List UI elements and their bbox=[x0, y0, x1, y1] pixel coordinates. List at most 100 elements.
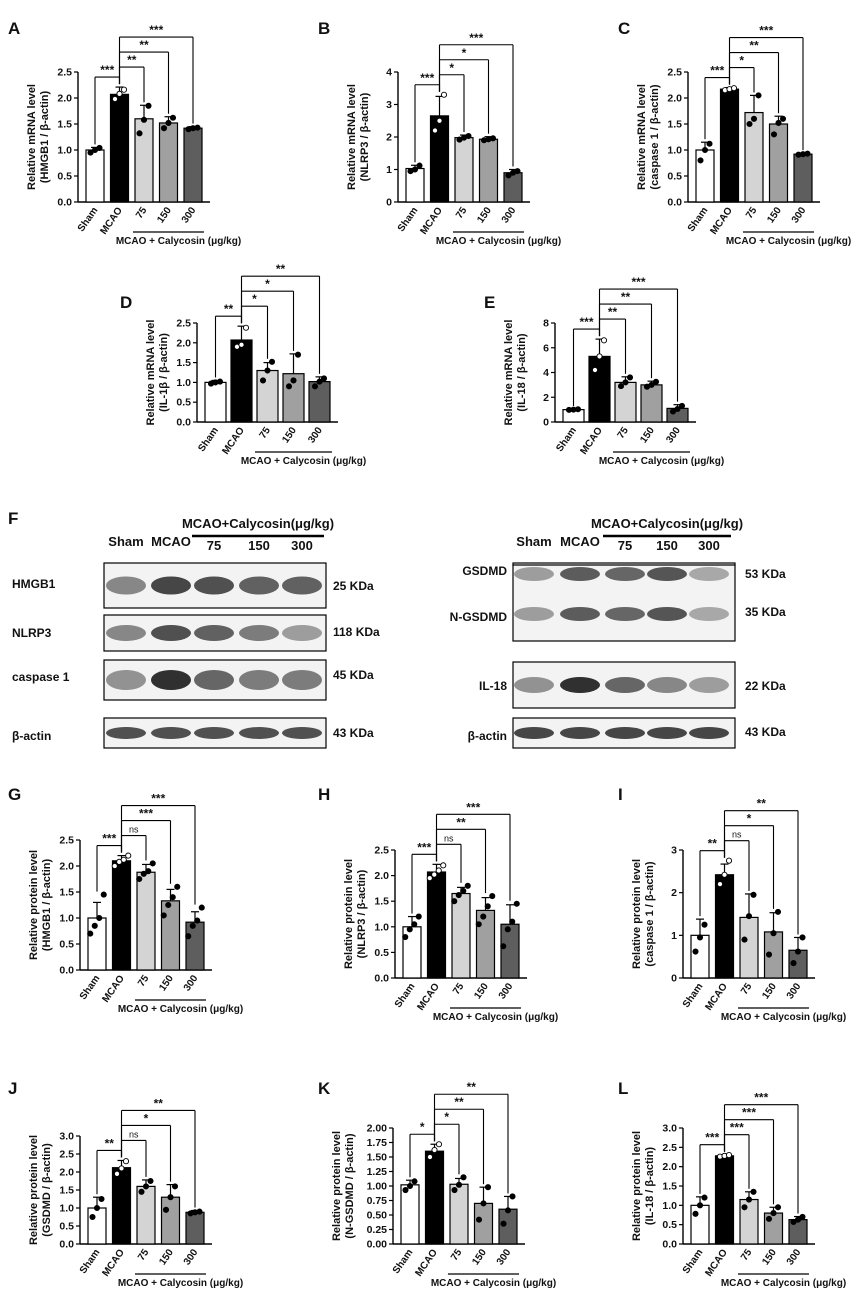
protein-band bbox=[689, 677, 729, 693]
bar-300 bbox=[183, 127, 203, 203]
data-point bbox=[489, 893, 496, 900]
category-label: Sham bbox=[76, 205, 101, 234]
protein-label: N-GSDMD bbox=[450, 610, 508, 624]
protein-band bbox=[151, 670, 191, 690]
y-tick-label: 3 bbox=[386, 99, 392, 111]
dose-header: 150 bbox=[656, 538, 678, 553]
data-point bbox=[436, 117, 443, 124]
significance-label: ns bbox=[444, 833, 454, 843]
group-label: MCAO + Calycosin (μg/kg) bbox=[431, 1278, 556, 1289]
bar-mcao bbox=[424, 1150, 445, 1245]
y-tick-label: 0.0 bbox=[374, 973, 389, 985]
data-point bbox=[136, 875, 143, 883]
data-point bbox=[171, 1183, 179, 1190]
data-point bbox=[484, 1184, 492, 1191]
kda-label: 43 KDa bbox=[745, 725, 786, 739]
data-point bbox=[98, 1195, 105, 1203]
treatment-header: MCAO+Calycosin(μg/kg) bbox=[182, 516, 334, 531]
data-point bbox=[755, 92, 762, 99]
category-label: 300 bbox=[790, 205, 809, 225]
lane-header: Sham bbox=[516, 534, 551, 549]
category-label: 75 bbox=[744, 205, 760, 221]
data-point bbox=[460, 1174, 467, 1181]
data-point bbox=[678, 402, 686, 409]
data-point bbox=[196, 1208, 203, 1215]
data-point bbox=[140, 870, 147, 877]
data-point bbox=[111, 862, 118, 870]
bar-75 bbox=[451, 892, 471, 979]
bar-sham bbox=[690, 934, 710, 979]
data-point bbox=[138, 1188, 145, 1195]
data-point bbox=[169, 114, 177, 121]
data-point bbox=[701, 921, 708, 928]
y-tick-label: 0 bbox=[543, 417, 549, 429]
blot-side-left: Sham MCAO MCAO+Calycosin(μg/kg) 75 150 300 HMG… bbox=[12, 516, 380, 749]
chart-panel-k: K 0.00 0.25 0.50 0.75 1.00 1.25 1.50 1.75 2.00 Rel… bbox=[318, 1079, 556, 1289]
category-label: MCAO bbox=[703, 981, 730, 1013]
data-point bbox=[480, 913, 487, 920]
data-point bbox=[189, 922, 196, 929]
category-label: 150 bbox=[760, 1247, 779, 1267]
category-label: 75 bbox=[136, 1247, 152, 1263]
protein-band bbox=[689, 607, 729, 621]
category-label: MCAO bbox=[415, 981, 442, 1013]
category-label: 150 bbox=[280, 425, 299, 445]
y-tick-label: 1.00 bbox=[367, 1181, 388, 1193]
data-point bbox=[451, 898, 458, 905]
category-label: 300 bbox=[664, 425, 683, 445]
category-label: 75 bbox=[451, 981, 467, 997]
data-point bbox=[505, 172, 512, 179]
bar-300 bbox=[308, 381, 331, 423]
data-point bbox=[480, 1200, 487, 1207]
y-tick-label: 1.0 bbox=[59, 913, 74, 925]
y-axis-label: (caspase 1 / β-actin) bbox=[649, 84, 661, 189]
data-point bbox=[770, 930, 777, 937]
category-label: Sham bbox=[554, 425, 579, 454]
category-label: MCAO bbox=[220, 425, 247, 457]
chart-panel-e: E 0 2 4 6 8 Relative mRNA level (IL-18 / β-acti… bbox=[484, 275, 724, 467]
y-tick-label: 2.0 bbox=[59, 1167, 74, 1179]
bar-75 bbox=[614, 381, 637, 423]
y-tick-label: 2.5 bbox=[59, 835, 74, 847]
category-label: 300 bbox=[182, 973, 201, 993]
y-axis-label: (N-GSDMD / β-actin) bbox=[344, 1133, 356, 1238]
protein-band bbox=[106, 670, 146, 690]
category-label: 300 bbox=[495, 1247, 514, 1267]
panel-letter: C bbox=[618, 19, 630, 38]
data-point bbox=[465, 132, 472, 140]
data-point bbox=[431, 127, 439, 134]
category-label: MCAO bbox=[98, 205, 125, 237]
protein-label: β-actin bbox=[12, 729, 51, 743]
category-label: 75 bbox=[616, 425, 632, 441]
bar-300 bbox=[793, 153, 813, 203]
y-axis-label: Relative protein level bbox=[631, 859, 643, 969]
y-axis-label: (HMGB1 / β-actin) bbox=[41, 859, 53, 952]
significance-label: *** bbox=[754, 1091, 768, 1105]
significance-label: *** bbox=[151, 792, 165, 806]
data-point bbox=[464, 882, 471, 889]
y-tick-label: 2.0 bbox=[374, 870, 389, 882]
y-tick-label: 4 bbox=[386, 67, 392, 79]
data-point bbox=[596, 353, 603, 360]
significance-label: ** bbox=[276, 262, 286, 276]
data-point bbox=[626, 374, 634, 381]
panel-letter: K bbox=[318, 1079, 331, 1098]
data-point bbox=[794, 1216, 802, 1223]
protein-band bbox=[514, 727, 554, 739]
group-label: MCAO + Calycosin (μg/kg) bbox=[436, 236, 561, 247]
protein-band bbox=[647, 607, 687, 621]
bar-sham bbox=[400, 1184, 420, 1245]
data-point bbox=[415, 913, 422, 920]
protein-band bbox=[239, 727, 279, 739]
data-point bbox=[741, 936, 748, 943]
protein-band bbox=[282, 670, 322, 690]
significance-label: *** bbox=[139, 807, 153, 821]
group-label: MCAO + Calycosin (μg/kg) bbox=[721, 1278, 846, 1289]
significance-label: *** bbox=[100, 63, 114, 77]
data-point bbox=[122, 1158, 130, 1165]
data-point bbox=[145, 868, 152, 875]
y-axis-label: (IL-1β / β-actin) bbox=[158, 333, 170, 412]
category-label: 150 bbox=[765, 205, 784, 225]
protein-band bbox=[605, 607, 645, 621]
category-label: 300 bbox=[785, 981, 804, 1001]
